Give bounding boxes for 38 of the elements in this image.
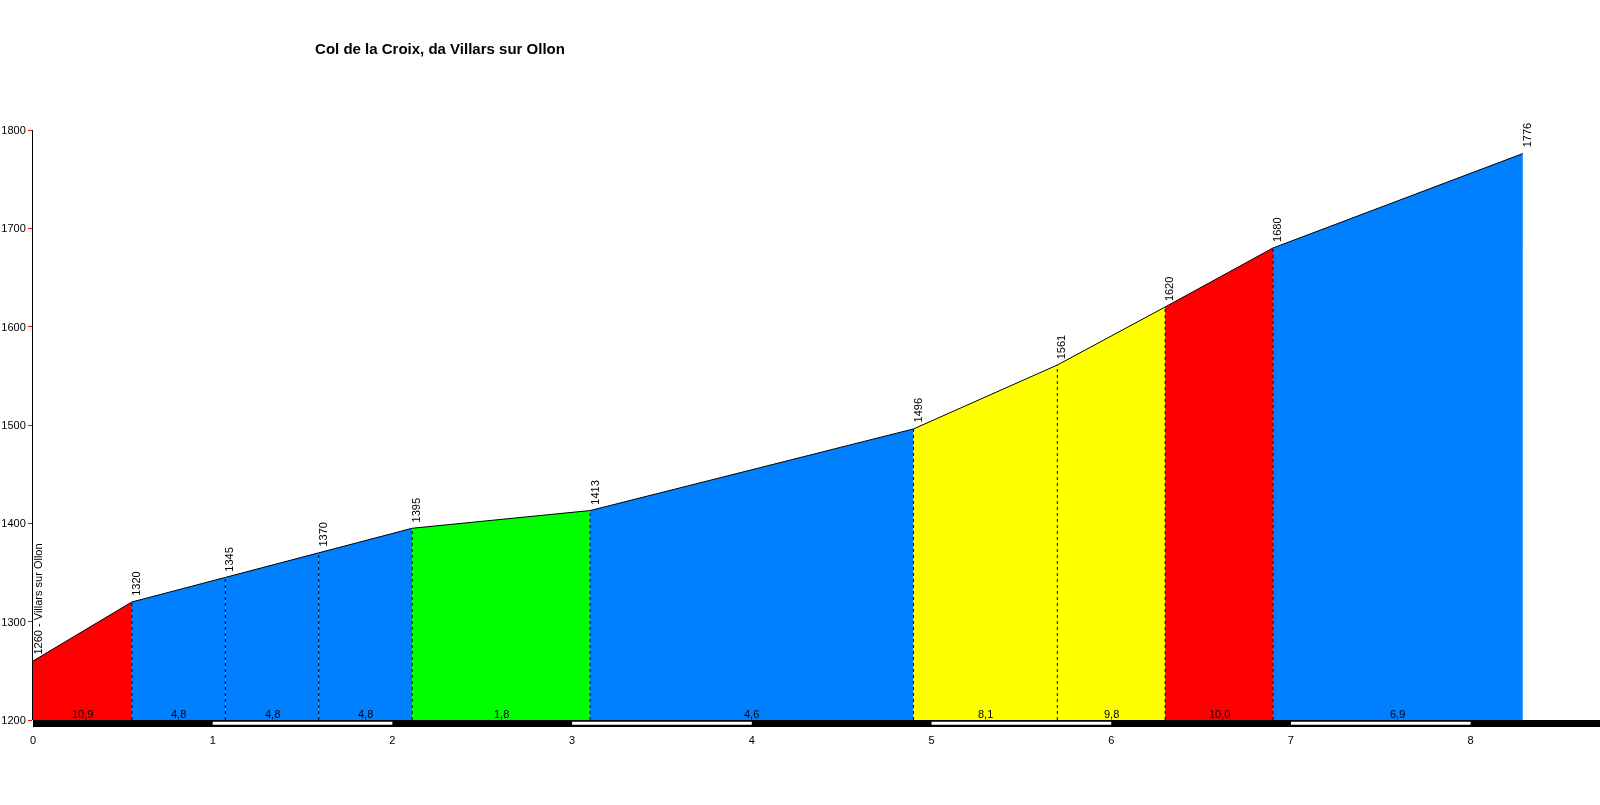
x-tick-label: 3 [569,734,576,746]
chart-title: Col de la Croix, da Villars sur Ollon [315,39,565,57]
annotation: 1,8 [494,708,510,720]
annotation: 1413 [588,480,601,505]
annotation: 10,9 [72,708,94,720]
annotation: 1345 [222,547,235,572]
annotation: 9,8 [1104,708,1120,720]
y-tick-label: 1800 [1,123,26,136]
annotation: 4,6 [744,708,760,720]
annotation: 4,8 [265,708,281,720]
annotation: 1680 [1270,217,1283,242]
x-tick-label: 6 [1108,734,1115,746]
annotation: 1561 [1055,334,1068,360]
annotation: 1620 [1163,276,1176,302]
x-tick-label: 7 [1287,734,1294,746]
x-tick-label: 8 [1467,734,1474,746]
annotation: 1370 [316,522,329,547]
x-tick-label: 2 [389,734,396,746]
y-tick-label: 1200 [1,713,26,726]
x-tick-label: 0 [29,734,37,746]
y-tick-label: 1500 [1,418,26,431]
annotation: 4,8 [171,708,187,720]
annotation: 1260 - Villars sur Ollon [31,543,44,655]
annotation: 1496 [911,397,924,423]
y-tick-label: 1400 [1,517,26,530]
annotation: 10,0 [1209,708,1231,720]
y-tick-label: 1600 [1,320,26,333]
annotation: 6,9 [1390,708,1406,720]
x-tick-label: 1 [209,734,216,746]
y-tick-label: 1700 [1,222,26,235]
annotation: 4,8 [358,708,374,720]
annotation: 8,1 [978,708,994,720]
x-tick-label: 5 [928,734,935,746]
y-tick-label: 1300 [1,615,26,628]
annotation: 1320 [129,571,142,596]
annotation: 1395 [409,497,422,523]
annotation: 1776 [1521,122,1534,148]
x-tick-label: 4 [748,734,755,746]
